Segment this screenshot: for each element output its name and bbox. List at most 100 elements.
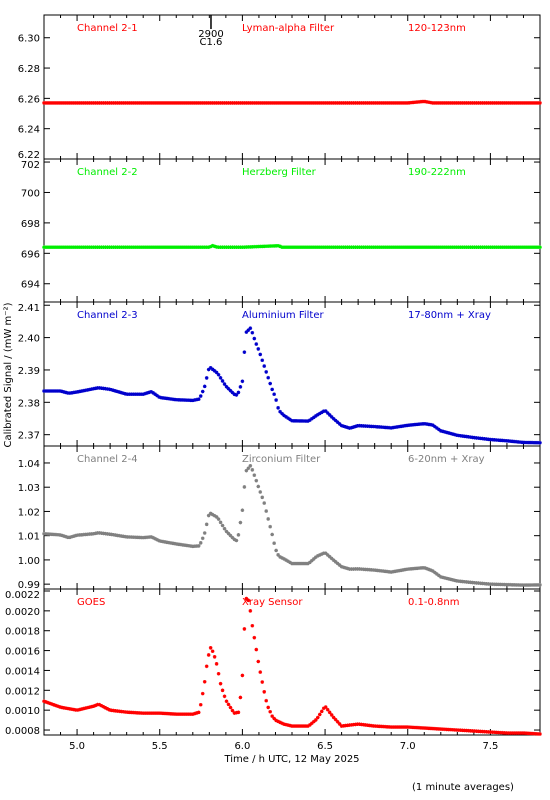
data-point	[290, 724, 294, 728]
data-point	[181, 245, 185, 250]
data-point	[478, 101, 483, 105]
data-point	[218, 681, 223, 686]
data-point	[409, 567, 413, 571]
data-point	[399, 725, 403, 729]
data-point	[427, 726, 431, 731]
data-point	[200, 245, 205, 250]
data-point	[516, 583, 520, 587]
data-point	[208, 244, 213, 249]
data-point	[534, 583, 538, 587]
data-point	[480, 729, 485, 734]
data-point	[302, 419, 306, 423]
data-point	[464, 728, 469, 733]
data-point	[91, 531, 96, 536]
data-point	[470, 729, 475, 733]
data-point	[415, 566, 419, 571]
data-point	[462, 579, 467, 584]
data-point	[391, 569, 395, 574]
data-point	[359, 245, 364, 250]
data-point	[421, 726, 425, 730]
data-point	[494, 730, 499, 735]
data-point	[54, 245, 58, 250]
data-point	[482, 729, 487, 734]
data-point	[413, 566, 417, 571]
data-point	[272, 716, 276, 721]
data-point	[395, 725, 399, 729]
data-point	[450, 432, 455, 436]
data-point	[230, 535, 235, 540]
data-point	[464, 245, 469, 250]
data-point	[212, 513, 217, 518]
data-point	[510, 245, 515, 250]
panel-label: Channel 2-2	[77, 167, 138, 178]
data-point	[389, 725, 393, 729]
data-point	[262, 501, 267, 505]
data-point	[319, 101, 324, 105]
data-point	[536, 101, 540, 105]
data-point	[266, 244, 270, 248]
data-point	[143, 391, 147, 396]
data-point	[147, 711, 151, 715]
data-point	[333, 717, 338, 722]
data-point	[258, 352, 263, 357]
data-point	[512, 731, 517, 735]
data-point	[268, 244, 272, 248]
data-point	[62, 101, 66, 105]
data-point	[421, 245, 425, 250]
data-point	[395, 425, 399, 429]
data-point	[369, 245, 374, 250]
data-point	[226, 702, 231, 707]
data-point	[42, 699, 46, 704]
data-point	[137, 535, 142, 540]
data-point	[50, 245, 54, 250]
data-point	[268, 524, 272, 529]
panel-label: Channel 2-4	[77, 454, 138, 465]
data-point	[212, 101, 217, 105]
data-point	[56, 245, 60, 250]
data-point	[325, 707, 330, 712]
data-point	[113, 101, 118, 105]
data-point	[97, 702, 102, 707]
data-point	[125, 245, 130, 250]
data-point	[339, 564, 344, 569]
data-point	[359, 567, 364, 571]
data-point	[218, 101, 223, 105]
data-point	[405, 567, 409, 572]
data-point	[446, 101, 451, 105]
data-point	[308, 723, 312, 727]
data-point	[437, 427, 441, 432]
data-point	[532, 440, 536, 445]
data-point	[274, 101, 278, 105]
data-point	[512, 439, 517, 444]
data-point	[226, 101, 231, 105]
data-point	[431, 423, 435, 427]
data-point	[129, 535, 134, 539]
data-point	[395, 569, 399, 573]
y-tick-label: 700	[21, 188, 40, 199]
data-point	[58, 101, 62, 105]
data-point	[81, 101, 86, 105]
data-point	[500, 438, 505, 443]
data-point	[234, 101, 239, 105]
data-point	[155, 245, 159, 250]
data-point	[137, 245, 142, 250]
data-point	[298, 245, 302, 250]
data-point	[50, 101, 54, 105]
data-point	[435, 426, 439, 430]
data-point	[409, 423, 413, 427]
data-point	[79, 389, 84, 393]
data-point	[151, 711, 155, 715]
panel-5: 0.0008 0.0010 0.0012 0.0014 0.0016 0.0018 0.00…	[5, 588, 542, 737]
data-point	[466, 435, 471, 439]
data-point	[351, 245, 356, 250]
data-point	[480, 436, 485, 441]
data-point	[480, 101, 485, 105]
data-point	[278, 101, 282, 105]
data-point	[403, 245, 407, 250]
data-point	[524, 440, 528, 445]
data-point	[270, 532, 274, 537]
data-point	[198, 541, 203, 545]
data-point	[284, 101, 288, 105]
data-point	[89, 704, 94, 709]
data-point	[210, 243, 215, 248]
